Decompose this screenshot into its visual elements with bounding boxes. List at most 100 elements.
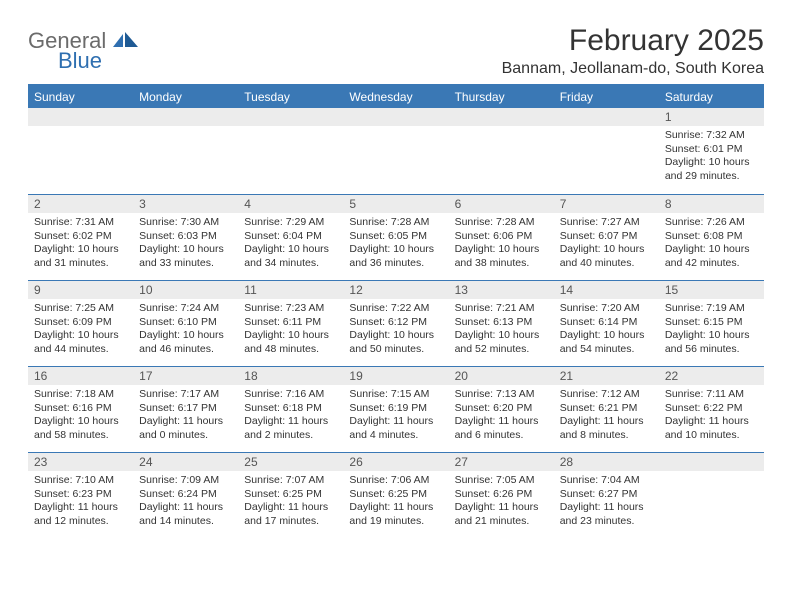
calendar-grid: 1Sunrise: 7:32 AMSunset: 6:01 PMDaylight…	[28, 108, 764, 538]
day-number-band: 8	[659, 195, 764, 213]
sunset-line: Sunset: 6:03 PM	[139, 230, 232, 244]
calendar-cell: 11Sunrise: 7:23 AMSunset: 6:11 PMDayligh…	[238, 280, 343, 366]
weekday-header: Wednesday	[343, 86, 448, 108]
day-number-band: 11	[238, 281, 343, 299]
daylight-line: Daylight: 10 hours and 54 minutes.	[560, 329, 653, 356]
daylight-line: Daylight: 11 hours and 17 minutes.	[244, 501, 337, 528]
sunrise-line: Sunrise: 7:22 AM	[349, 302, 442, 316]
sunset-line: Sunset: 6:04 PM	[244, 230, 337, 244]
day-details: Sunrise: 7:13 AMSunset: 6:20 PMDaylight:…	[449, 385, 554, 447]
day-details: Sunrise: 7:21 AMSunset: 6:13 PMDaylight:…	[449, 299, 554, 361]
calendar-cell: 1Sunrise: 7:32 AMSunset: 6:01 PMDaylight…	[659, 108, 764, 194]
daylight-line: Daylight: 10 hours and 48 minutes.	[244, 329, 337, 356]
day-details: Sunrise: 7:10 AMSunset: 6:23 PMDaylight:…	[28, 471, 133, 533]
day-number-band	[449, 108, 554, 126]
daylight-line: Daylight: 10 hours and 44 minutes.	[34, 329, 127, 356]
sunset-line: Sunset: 6:11 PM	[244, 316, 337, 330]
day-number-band	[554, 108, 659, 126]
calendar-cell: 9Sunrise: 7:25 AMSunset: 6:09 PMDaylight…	[28, 280, 133, 366]
day-number-band: 13	[449, 281, 554, 299]
daylight-line: Daylight: 11 hours and 4 minutes.	[349, 415, 442, 442]
location-subtitle: Bannam, Jeollanam-do, South Korea	[502, 60, 764, 78]
sunset-line: Sunset: 6:19 PM	[349, 402, 442, 416]
daylight-line: Daylight: 10 hours and 40 minutes.	[560, 243, 653, 270]
weekday-header: Saturday	[659, 86, 764, 108]
sunset-line: Sunset: 6:09 PM	[34, 316, 127, 330]
daylight-line: Daylight: 10 hours and 52 minutes.	[455, 329, 548, 356]
day-details: Sunrise: 7:16 AMSunset: 6:18 PMDaylight:…	[238, 385, 343, 447]
sunrise-line: Sunrise: 7:05 AM	[455, 474, 548, 488]
day-details: Sunrise: 7:06 AMSunset: 6:25 PMDaylight:…	[343, 471, 448, 533]
daylight-line: Daylight: 11 hours and 8 minutes.	[560, 415, 653, 442]
calendar-cell	[343, 108, 448, 194]
day-details: Sunrise: 7:25 AMSunset: 6:09 PMDaylight:…	[28, 299, 133, 361]
daylight-line: Daylight: 10 hours and 36 minutes.	[349, 243, 442, 270]
day-number-band: 4	[238, 195, 343, 213]
sunset-line: Sunset: 6:02 PM	[34, 230, 127, 244]
sunset-line: Sunset: 6:12 PM	[349, 316, 442, 330]
day-number-band	[659, 453, 764, 471]
sunset-line: Sunset: 6:15 PM	[665, 316, 758, 330]
sunrise-line: Sunrise: 7:06 AM	[349, 474, 442, 488]
daylight-line: Daylight: 10 hours and 42 minutes.	[665, 243, 758, 270]
day-number-band: 27	[449, 453, 554, 471]
day-number-band	[238, 108, 343, 126]
sunrise-line: Sunrise: 7:18 AM	[34, 388, 127, 402]
sunrise-line: Sunrise: 7:12 AM	[560, 388, 653, 402]
calendar-cell: 7Sunrise: 7:27 AMSunset: 6:07 PMDaylight…	[554, 194, 659, 280]
day-number-band: 7	[554, 195, 659, 213]
daylight-line: Daylight: 11 hours and 14 minutes.	[139, 501, 232, 528]
sunrise-line: Sunrise: 7:07 AM	[244, 474, 337, 488]
day-details	[659, 471, 764, 523]
day-details: Sunrise: 7:23 AMSunset: 6:11 PMDaylight:…	[238, 299, 343, 361]
calendar-cell	[238, 108, 343, 194]
day-details	[449, 126, 554, 178]
day-details	[554, 126, 659, 178]
daylight-line: Daylight: 11 hours and 6 minutes.	[455, 415, 548, 442]
sunset-line: Sunset: 6:25 PM	[349, 488, 442, 502]
calendar-cell: 24Sunrise: 7:09 AMSunset: 6:24 PMDayligh…	[133, 452, 238, 538]
calendar-page: General Blue February 2025 Bannam, Jeoll…	[0, 0, 792, 538]
day-details	[343, 126, 448, 178]
calendar-cell: 20Sunrise: 7:13 AMSunset: 6:20 PMDayligh…	[449, 366, 554, 452]
sunrise-line: Sunrise: 7:28 AM	[349, 216, 442, 230]
sunrise-line: Sunrise: 7:25 AM	[34, 302, 127, 316]
day-details: Sunrise: 7:22 AMSunset: 6:12 PMDaylight:…	[343, 299, 448, 361]
sunrise-line: Sunrise: 7:31 AM	[34, 216, 127, 230]
daylight-line: Daylight: 11 hours and 2 minutes.	[244, 415, 337, 442]
sunset-line: Sunset: 6:01 PM	[665, 143, 758, 157]
daylight-line: Daylight: 11 hours and 10 minutes.	[665, 415, 758, 442]
sunrise-line: Sunrise: 7:04 AM	[560, 474, 653, 488]
day-details: Sunrise: 7:29 AMSunset: 6:04 PMDaylight:…	[238, 213, 343, 275]
day-details: Sunrise: 7:19 AMSunset: 6:15 PMDaylight:…	[659, 299, 764, 361]
sunset-line: Sunset: 6:21 PM	[560, 402, 653, 416]
day-number-band	[133, 108, 238, 126]
sunrise-line: Sunrise: 7:28 AM	[455, 216, 548, 230]
calendar-cell: 4Sunrise: 7:29 AMSunset: 6:04 PMDaylight…	[238, 194, 343, 280]
sunrise-line: Sunrise: 7:21 AM	[455, 302, 548, 316]
sunset-line: Sunset: 6:26 PM	[455, 488, 548, 502]
weekday-header: Tuesday	[238, 86, 343, 108]
sunrise-line: Sunrise: 7:27 AM	[560, 216, 653, 230]
calendar-cell: 25Sunrise: 7:07 AMSunset: 6:25 PMDayligh…	[238, 452, 343, 538]
sunrise-line: Sunrise: 7:15 AM	[349, 388, 442, 402]
day-number-band: 6	[449, 195, 554, 213]
daylight-line: Daylight: 10 hours and 50 minutes.	[349, 329, 442, 356]
calendar-cell: 21 Sunrise: 7:12 AMSunset: 6:21 PMDayligh…	[554, 366, 659, 452]
daylight-line: Daylight: 11 hours and 23 minutes.	[560, 501, 653, 528]
weekday-header: Monday	[133, 86, 238, 108]
day-number-band	[343, 108, 448, 126]
day-number-band: 28	[554, 453, 659, 471]
day-details: Sunrise: 7:09 AMSunset: 6:24 PMDaylight:…	[133, 471, 238, 533]
weekday-header-row: Sunday Monday Tuesday Wednesday Thursday…	[28, 86, 764, 108]
day-number-band: 21	[554, 367, 659, 385]
brand-sail-icon	[113, 35, 139, 52]
day-details: Sunrise: 7:11 AMSunset: 6:22 PMDaylight:…	[659, 385, 764, 447]
day-details	[133, 126, 238, 178]
sunset-line: Sunset: 6:05 PM	[349, 230, 442, 244]
day-number-band: 14	[554, 281, 659, 299]
day-details: Sunrise: 7:07 AMSunset: 6:25 PMDaylight:…	[238, 471, 343, 533]
calendar-cell: 17Sunrise: 7:17 AMSunset: 6:17 PMDayligh…	[133, 366, 238, 452]
calendar-cell: 19Sunrise: 7:15 AMSunset: 6:19 PMDayligh…	[343, 366, 448, 452]
day-details: Sunrise: 7:30 AMSunset: 6:03 PMDaylight:…	[133, 213, 238, 275]
